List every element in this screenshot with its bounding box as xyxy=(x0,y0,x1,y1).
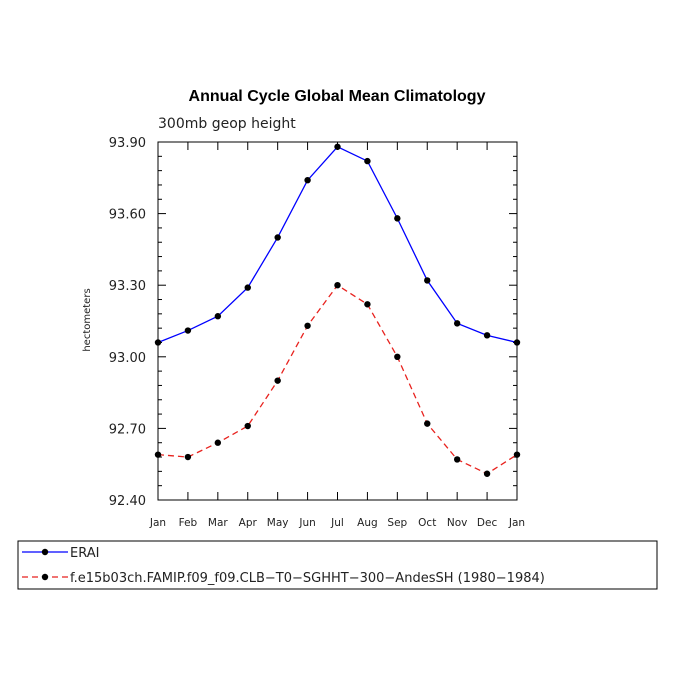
data-point xyxy=(304,322,311,329)
x-axis-ticks: Jan Feb Mar Apr May Jun Jul Aug Sep Oct Nov Dec Jan xyxy=(149,142,525,529)
y-tick-label: 92.40 xyxy=(109,494,146,509)
data-point xyxy=(184,453,192,461)
x-tick-label: Jul xyxy=(330,517,344,529)
series-layer xyxy=(154,143,521,477)
legend-marker xyxy=(41,548,49,556)
legend-box xyxy=(17,540,658,590)
data-point xyxy=(364,157,371,165)
data-point xyxy=(453,320,461,327)
data-point xyxy=(244,284,251,291)
data-point xyxy=(513,339,521,346)
series-1 xyxy=(154,143,521,346)
legend-entry: ERAI xyxy=(70,546,99,561)
x-tick-label: Feb xyxy=(179,517,198,529)
x-tick-label: Mar xyxy=(208,517,228,529)
x-tick-label: Jan xyxy=(149,517,166,529)
data-point xyxy=(483,332,491,339)
data-point xyxy=(334,143,341,150)
data-point xyxy=(274,234,281,241)
x-tick-label: Jan xyxy=(508,517,525,529)
data-point xyxy=(244,422,251,430)
data-point xyxy=(364,301,371,308)
x-tick-label: Sep xyxy=(387,517,407,529)
y-axis-ticks: 92.40 92.70 93.00 93.30 93.60 93.90 xyxy=(109,136,517,509)
data-point xyxy=(214,439,222,446)
y-axis-label: hectometers xyxy=(82,288,93,351)
data-point xyxy=(453,456,461,463)
data-point xyxy=(424,420,431,427)
legend-entry: f.e15b03ch.FAMIP.f09_f09.CLB−T0−SGHHT−30… xyxy=(70,571,545,586)
data-point xyxy=(214,313,222,320)
chart-title: Annual Cycle Global Mean Climatology xyxy=(189,88,486,105)
legend-marker xyxy=(41,573,49,581)
series-line xyxy=(157,145,518,344)
plot-border xyxy=(157,141,518,501)
y-tick-label: 93.30 xyxy=(109,279,146,294)
legend: ERAI f.e15b03ch.FAMIP.f09_f09.CLB−T0−SGHH… xyxy=(17,540,658,590)
x-tick-label: May xyxy=(267,517,289,529)
y-tick-label: 92.70 xyxy=(109,422,146,437)
series-line xyxy=(157,284,518,475)
x-tick-label: Aug xyxy=(357,517,378,529)
data-point xyxy=(513,451,521,458)
data-point xyxy=(184,327,192,334)
x-tick-label: Apr xyxy=(239,517,258,529)
x-tick-label: Oct xyxy=(418,517,436,529)
data-point xyxy=(483,470,491,477)
y-tick-label: 93.90 xyxy=(109,136,146,151)
y-tick-label: 93.60 xyxy=(109,208,146,223)
x-tick-label: Jun xyxy=(298,517,315,529)
data-point xyxy=(274,377,281,384)
data-point xyxy=(394,215,401,222)
x-tick-label: Nov xyxy=(447,517,468,529)
data-point xyxy=(334,282,341,289)
plot-frame xyxy=(157,141,518,501)
y-tick-label: 93.00 xyxy=(109,351,146,366)
data-point xyxy=(154,339,162,346)
x-tick-label: Dec xyxy=(477,517,498,529)
series-2 xyxy=(154,282,521,477)
data-point xyxy=(304,176,311,184)
data-point xyxy=(394,353,401,360)
data-point xyxy=(424,277,431,284)
chart-subtitle: 300mb geop height xyxy=(158,116,296,132)
data-point xyxy=(154,451,162,458)
